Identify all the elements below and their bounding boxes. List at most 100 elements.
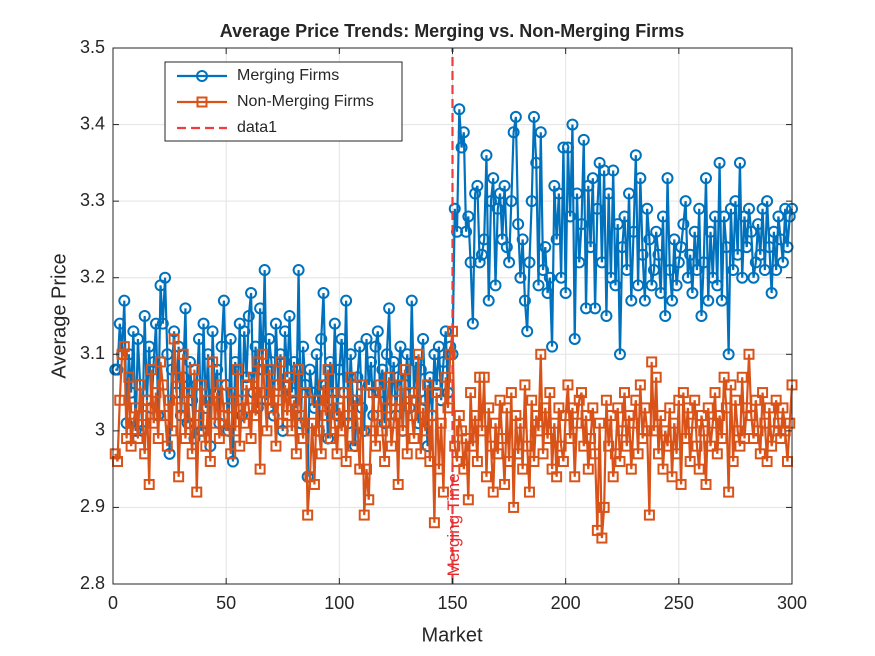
marker	[577, 133, 590, 146]
marker	[388, 417, 400, 429]
legend-marker	[196, 96, 208, 108]
marker	[136, 410, 148, 422]
marker	[458, 463, 470, 475]
marker	[605, 410, 617, 422]
marker	[530, 156, 543, 169]
marker	[716, 433, 728, 445]
marker	[272, 394, 284, 406]
marker	[193, 332, 206, 345]
marker	[487, 172, 500, 185]
marker	[571, 417, 583, 429]
marker	[576, 387, 588, 399]
chart-title: Average Price Trends: Merging vs. Non-Me…	[220, 21, 684, 41]
marker	[632, 279, 645, 292]
marker	[677, 218, 690, 231]
marker	[501, 402, 513, 414]
marker	[347, 440, 359, 452]
marker	[417, 402, 429, 414]
y-tick-label: 3.1	[80, 343, 105, 363]
marker	[489, 279, 502, 292]
marker	[743, 348, 755, 360]
marker	[191, 486, 203, 498]
marker	[777, 402, 789, 414]
marker	[595, 256, 608, 269]
marker	[401, 348, 414, 361]
marker	[525, 195, 538, 208]
marker	[428, 517, 440, 529]
marker	[439, 325, 452, 338]
marker	[639, 402, 651, 414]
marker	[406, 410, 418, 422]
marker	[164, 394, 176, 406]
marker	[776, 256, 789, 269]
marker	[467, 440, 479, 452]
marker	[444, 348, 456, 360]
marker	[333, 363, 346, 376]
marker	[274, 348, 287, 361]
marker	[285, 386, 298, 399]
marker	[566, 402, 578, 414]
marker	[155, 356, 167, 368]
marker	[666, 294, 679, 307]
marker	[224, 332, 237, 345]
marker	[507, 126, 520, 139]
marker	[315, 332, 328, 345]
marker	[499, 478, 511, 490]
marker	[453, 410, 465, 422]
marker	[306, 417, 318, 429]
marker	[589, 448, 601, 460]
marker	[327, 387, 339, 399]
marker	[360, 332, 373, 345]
marker	[688, 225, 701, 238]
marker	[693, 202, 706, 215]
marker	[206, 325, 219, 338]
marker	[469, 410, 481, 422]
marker	[207, 356, 219, 368]
marker	[134, 379, 146, 391]
marker	[707, 417, 719, 429]
marker	[113, 317, 126, 330]
y-tick-label: 3.5	[80, 37, 105, 57]
marker	[534, 126, 547, 139]
marker	[518, 294, 531, 307]
marker	[638, 294, 651, 307]
marker	[358, 509, 370, 521]
series-line	[115, 109, 794, 477]
marker	[731, 248, 744, 261]
marker	[636, 248, 649, 261]
marker	[729, 195, 742, 208]
marker	[681, 271, 694, 284]
marker	[440, 371, 452, 383]
marker	[620, 264, 633, 277]
marker	[175, 402, 187, 414]
marker	[512, 218, 525, 231]
marker	[238, 325, 251, 338]
x-tick-label: 50	[216, 593, 236, 613]
marker	[625, 294, 638, 307]
marker	[634, 379, 646, 391]
marker	[668, 417, 680, 429]
marker	[166, 425, 178, 437]
marker	[394, 340, 407, 353]
marker	[335, 332, 348, 345]
marker	[179, 302, 192, 315]
marker	[340, 455, 352, 467]
annotation: Merging Time	[444, 473, 463, 576]
marker	[682, 402, 694, 414]
marker	[492, 448, 504, 460]
marker	[437, 486, 449, 498]
marker	[462, 210, 475, 223]
marker	[618, 210, 631, 223]
marker	[596, 532, 608, 544]
marker	[657, 463, 669, 475]
marker	[742, 202, 755, 215]
marker	[317, 287, 330, 300]
marker	[236, 394, 248, 406]
marker	[783, 210, 796, 223]
marker	[125, 440, 137, 452]
marker	[150, 387, 162, 399]
marker	[616, 425, 628, 437]
marker	[517, 463, 529, 475]
marker	[360, 463, 372, 475]
marker	[514, 271, 527, 284]
